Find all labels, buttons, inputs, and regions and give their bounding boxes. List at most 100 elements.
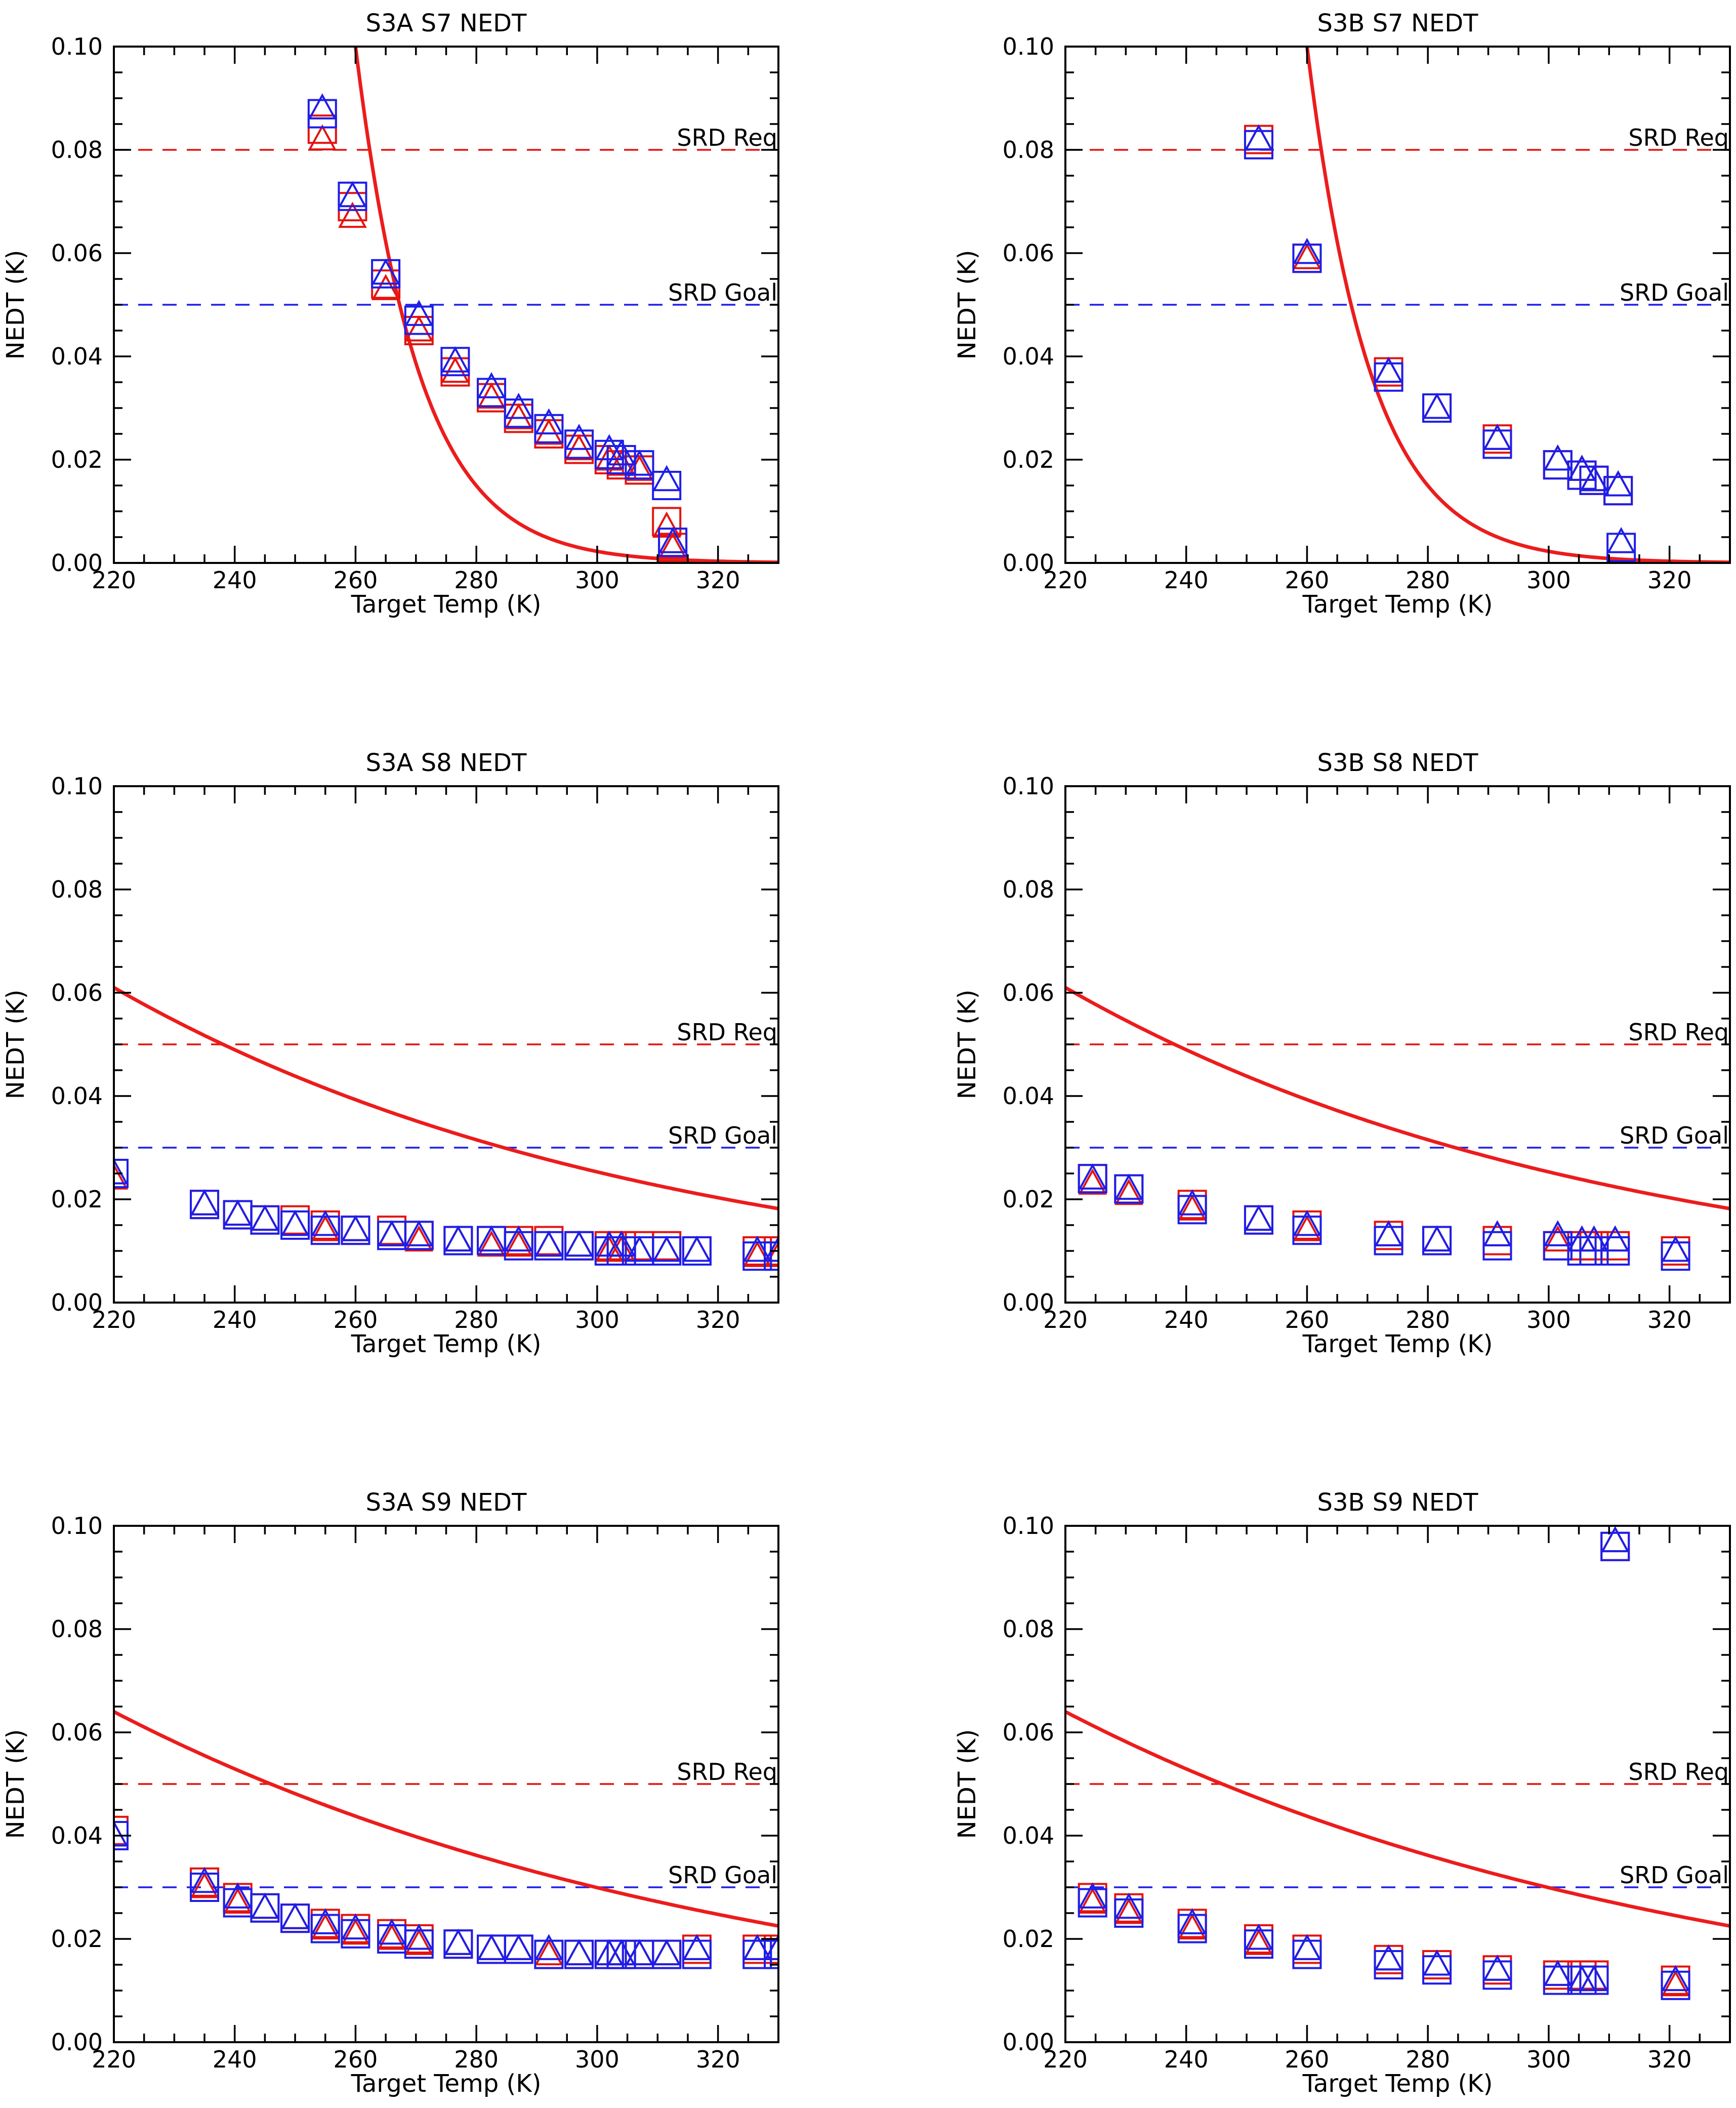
chart-5-ytick-label-5: 0.10 xyxy=(1003,1512,1054,1539)
chart-3-red-triangle-4 xyxy=(1293,1215,1321,1241)
chart-3-blue-triangle-0 xyxy=(1078,1163,1107,1190)
chart-2-blue-triangle-16 xyxy=(625,1235,654,1262)
chart-0-blue-triangle-2 xyxy=(371,258,400,285)
chart-5-red-triangle-9 xyxy=(1567,1965,1596,1992)
chart-1-ytick-label-4: 0.08 xyxy=(1003,136,1054,164)
chart-5-ytick-label-4: 0.08 xyxy=(1003,1615,1054,1643)
chart-4-blue-square-20 xyxy=(764,1939,778,1969)
chart-2-red-triangle-2 xyxy=(223,1199,253,1226)
chart-3-ytick-label-2: 0.04 xyxy=(1003,1082,1054,1110)
chart-3: S3B S8 NEDT SRD Req SRD Goal 220 240 260 280 30… xyxy=(953,749,1731,1358)
chart-0-blue-square-8 xyxy=(564,429,594,459)
chart-3-red-triangle-6 xyxy=(1422,1225,1452,1252)
chart-2-xtick-label-2: 260 xyxy=(334,1306,378,1333)
chart-3-red-triangle-3 xyxy=(1244,1204,1273,1231)
chart-4-blue-triangle-2 xyxy=(223,1882,253,1909)
chart-5-red-triangle-7 xyxy=(1483,1955,1512,1981)
chart-0-blue-square-12 xyxy=(652,471,682,500)
chart-2-blue-triangle-11 xyxy=(504,1225,533,1252)
chart-1-xtick-label-4: 300 xyxy=(1526,566,1571,594)
chart-0-ytick-label-4: 0.08 xyxy=(51,136,103,164)
chart-4-ref-label-1: SRD Goal xyxy=(668,1861,777,1889)
chart-2-red-triangle-18 xyxy=(682,1235,712,1262)
chart-5-ref-label-0: SRD Req xyxy=(1628,1758,1729,1786)
chart-3-xtick-label-3: 280 xyxy=(1406,1306,1450,1333)
chart-0-blue-triangle-7 xyxy=(534,408,563,435)
chart-1-model-curve xyxy=(1305,47,1730,563)
chart-1-blue-triangle-0 xyxy=(1244,124,1273,151)
chart-3-ytick-label-5: 0.10 xyxy=(1003,773,1054,800)
chart-0-blue-triangle-3 xyxy=(404,300,434,326)
chart-2-red-triangle-6 xyxy=(341,1215,370,1241)
chart-4-red-triangle-9 xyxy=(443,1929,473,1955)
chart-4-xtick-label-0: 220 xyxy=(92,2046,136,2073)
chart-1-blue-square-5 xyxy=(1543,450,1573,480)
chart-0-blue-triangle-10 xyxy=(607,439,636,466)
chart-4-ref-label-0: SRD Req xyxy=(677,1758,777,1786)
chart-0-xtick-label-1: 240 xyxy=(213,566,257,594)
chart-2-model-curve xyxy=(114,986,778,1210)
chart-2-blue-square-20 xyxy=(764,1241,778,1271)
chart-0-ytick-label-0: 0.00 xyxy=(51,549,103,577)
chart-3-blue-triangle-11 xyxy=(1600,1225,1630,1252)
chart-1-red-triangle-1 xyxy=(1293,243,1321,269)
chart-4-blue-triangle-19 xyxy=(742,1934,772,1960)
chart-2-red-triangle-8 xyxy=(404,1225,434,1252)
chart-1-red-triangle-2 xyxy=(1374,356,1403,383)
chart-4-red-triangle-5 xyxy=(311,1913,340,1940)
chart-0-blue-triangle-13 xyxy=(658,527,687,553)
chart-5-ytick-label-3: 0.06 xyxy=(1003,1719,1054,1746)
chart-2-red-triangle-15 xyxy=(607,1235,636,1262)
chart-3-model-curve xyxy=(1065,986,1730,1210)
chart-2-blue-square-19 xyxy=(742,1241,772,1271)
chart-3-ref-label-0: SRD Req xyxy=(1628,1019,1729,1046)
chart-0-red-triangle-9 xyxy=(595,444,624,471)
chart-2-xtick-label-4: 300 xyxy=(575,1306,619,1333)
chart-0-blue-triangle-5 xyxy=(477,372,506,398)
chart-3-ytick-label-1: 0.02 xyxy=(1003,1186,1054,1213)
chart-1-ytick-label-2: 0.04 xyxy=(1003,343,1054,370)
chart-3-blue-square-12 xyxy=(1661,1241,1690,1271)
chart-1-xtick-label-1: 240 xyxy=(1164,566,1209,594)
chart-4-red-triangle-3 xyxy=(251,1892,279,1919)
chart-1-red-triangle-8 xyxy=(1603,470,1633,497)
chart-0-red-triangle-12 xyxy=(652,511,681,538)
chart-2-blue-triangle-12 xyxy=(534,1230,563,1257)
chart-4-blue-square-1 xyxy=(190,1873,220,1902)
chart-3-blue-triangle-6 xyxy=(1422,1225,1452,1252)
chart-4-ytick-label-3: 0.06 xyxy=(51,1719,103,1746)
chart-2-red-triangle-10 xyxy=(477,1230,506,1257)
chart-2-xlabel: Target Temp (K) xyxy=(351,1330,542,1358)
chart-0-blue-square-6 xyxy=(504,398,533,428)
chart-2-blue-triangle-19 xyxy=(742,1235,772,1262)
chart-1-xlabel: Target Temp (K) xyxy=(1302,590,1493,619)
chart-5-xtick-label-5: 320 xyxy=(1647,2046,1692,2073)
chart-0-red-square-12 xyxy=(652,507,682,537)
chart-5-red-triangle-12 xyxy=(1661,1970,1690,1997)
chart-1-blue-square-2 xyxy=(1374,362,1403,392)
chart-0-blue-triangle-8 xyxy=(564,424,594,450)
chart-2-blue-triangle-7 xyxy=(377,1220,406,1246)
chart-3-blue-square-4 xyxy=(1292,1215,1322,1245)
chart-0-ylabel: NEDT (K) xyxy=(2,250,30,360)
chart-3-blue-triangle-12 xyxy=(1661,1235,1690,1262)
chart-4-xlabel: Target Temp (K) xyxy=(351,2070,542,2098)
chart-2-blue-triangle-5 xyxy=(311,1209,340,1236)
chart-0-blue-square-3 xyxy=(404,305,434,335)
chart-2-ytick-label-2: 0.04 xyxy=(51,1082,103,1110)
chart-5-blue-square-7 xyxy=(1482,1960,1512,1990)
chart-4-red-triangle-18 xyxy=(682,1934,712,1960)
chart-5-red-triangle-5 xyxy=(1374,1944,1403,1971)
chart-5-xtick-label-4: 300 xyxy=(1526,2046,1571,2073)
chart-5-xtick-label-1: 240 xyxy=(1164,2046,1209,2073)
chart-4-blue-triangle-1 xyxy=(190,1867,219,1893)
chart-5-blue-triangle-3 xyxy=(1244,1923,1273,1950)
chart-2-blue-triangle-8 xyxy=(404,1220,434,1246)
chart-0-red-triangle-0 xyxy=(308,124,337,151)
chart-1-ref-label-0: SRD Req xyxy=(1628,124,1729,151)
chart-5-blue-triangle-2 xyxy=(1178,1908,1207,1934)
chart-4-blue-square-19 xyxy=(742,1939,772,1969)
chart-3-blue-triangle-1 xyxy=(1114,1173,1143,1200)
chart-2-blue-triangle-3 xyxy=(251,1204,279,1231)
